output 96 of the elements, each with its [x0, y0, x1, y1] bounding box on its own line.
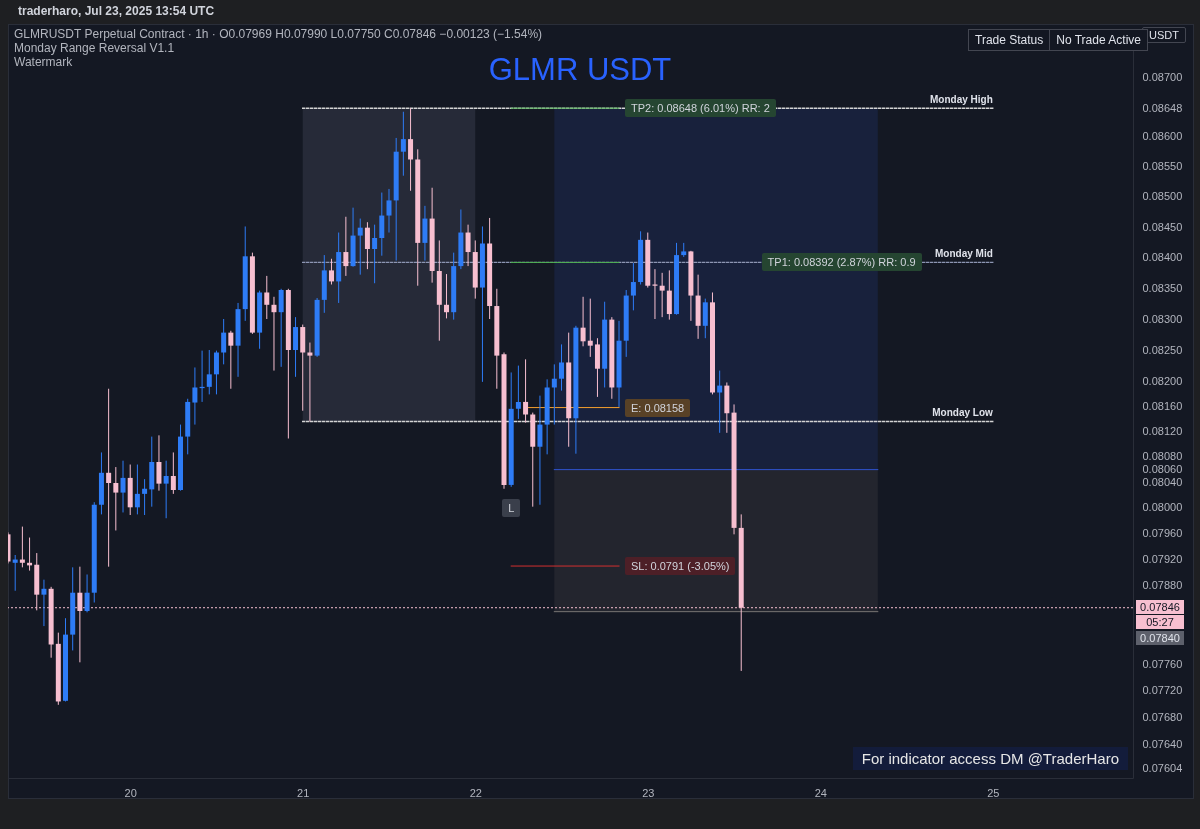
candlestick	[170, 451, 176, 495]
candlestick	[357, 218, 363, 276]
y-tick-label: 0.08250	[1142, 343, 1183, 356]
candlestick	[523, 358, 529, 424]
candlestick	[228, 330, 234, 390]
candlestick	[551, 363, 557, 426]
y-tick-label: 0.08350	[1142, 281, 1183, 294]
annotation: Watermark	[14, 55, 73, 69]
y-tick-label: 0.08200	[1142, 374, 1183, 387]
y-tick-label: 0.07604	[1142, 762, 1183, 775]
candlestick	[271, 296, 277, 372]
y-tick-label: 0.07760	[1142, 657, 1183, 670]
candlestick	[307, 342, 313, 422]
candlestick	[659, 272, 665, 318]
candlestick	[630, 262, 636, 311]
candlestick	[213, 350, 219, 395]
annotation: E: 0.08158	[625, 398, 691, 417]
candlestick	[106, 388, 112, 568]
text: Trade Status	[974, 32, 1045, 49]
chart-subtitle: GLMRUSDT Perpetual Contract · 1h · O0.07969 H0.07990 L0.07750 C0.07846 −0.00123 (−1.54%)	[14, 27, 543, 41]
candlestick	[120, 460, 126, 513]
candlestick	[465, 224, 471, 267]
x-tick-label: 22	[469, 786, 482, 799]
candlestick	[19, 526, 25, 568]
candlestick	[515, 365, 521, 420]
candlestick	[580, 296, 586, 347]
candlestick	[328, 258, 334, 285]
candlestick	[41, 579, 47, 627]
candlestick	[278, 288, 284, 368]
y-tick-label: 0.08040	[1142, 475, 1183, 488]
candlestick	[84, 573, 90, 613]
y-tick-label: 0.07680	[1142, 710, 1183, 723]
y-tick-label: 0.08120	[1142, 425, 1183, 438]
text: 0.07840	[1136, 630, 1184, 645]
candlestick	[386, 188, 392, 234]
ref-line-label: 0.07846	[1136, 599, 1184, 614]
candlestick	[221, 318, 227, 365]
candlestick	[559, 343, 565, 392]
candlestick	[537, 395, 543, 506]
candlestick	[652, 268, 658, 320]
text: No Trade Active	[1049, 30, 1147, 50]
annotation: Monday Range Reversal V1.1	[14, 41, 175, 55]
candlestick	[587, 298, 593, 358]
candlestick	[264, 275, 270, 320]
y-tick-label: 0.08400	[1142, 251, 1183, 264]
y-tick-label: 0.07640	[1142, 737, 1183, 750]
text: traderharo, Jul 23, 2025 13:54 UTC	[18, 4, 215, 18]
annotation: For indicator access DM @TraderHaro	[852, 747, 1128, 770]
candlestick	[163, 460, 169, 519]
y-tick-label: 0.08080	[1142, 450, 1183, 463]
text: 05:27	[1136, 614, 1184, 629]
y-tick-label: 0.08550	[1142, 160, 1183, 173]
x-tick-label: 24	[814, 786, 827, 799]
y-tick-label: 0.08450	[1142, 220, 1183, 233]
annotation: L	[502, 498, 521, 517]
candlestick	[408, 107, 414, 192]
annotation: TP1: 0.08392 (2.87%) RR: 0.9	[761, 253, 922, 272]
candlestick	[444, 273, 449, 319]
candlestick	[379, 192, 385, 257]
candlestick	[192, 366, 198, 426]
y-tick-label: 0.08160	[1142, 399, 1183, 412]
candlestick	[372, 224, 378, 284]
candlestick	[364, 221, 370, 270]
x-tick-label: 20	[124, 786, 137, 799]
x-tick-label: 25	[987, 786, 1000, 799]
candlestick	[12, 554, 18, 592]
annotation: TP2: 0.08648 (6.01%) RR: 2	[625, 99, 776, 118]
candlestick	[206, 349, 212, 395]
candlestick	[666, 269, 672, 321]
y-tick-label: 0.08060	[1142, 463, 1183, 476]
y-tick-label: 0.07920	[1142, 553, 1183, 566]
annotation: SL: 0.0791 (-3.05%)	[625, 557, 736, 576]
y-tick-label: 0.08500	[1142, 190, 1183, 203]
y-tick-label: 0.08300	[1142, 312, 1183, 325]
y-tick-label: 0.08600	[1142, 130, 1183, 143]
series-label: Monday Mid	[935, 248, 993, 260]
candlestick	[156, 434, 162, 492]
candlestick	[134, 464, 140, 515]
x-tick-label: 21	[297, 786, 310, 799]
y-tick-label: 0.08700	[1142, 70, 1183, 83]
series-label: Monday Low	[932, 407, 994, 419]
candlestick	[343, 216, 349, 277]
y-tick-label: 0.08000	[1142, 501, 1183, 514]
series-label: Monday High	[930, 94, 993, 106]
candlestick	[702, 298, 708, 339]
chart-title: GLMR USDT	[488, 52, 672, 88]
candlestick	[293, 316, 299, 378]
y-tick-label: 0.07960	[1142, 527, 1183, 540]
y-tick-label: 0.07880	[1142, 579, 1183, 592]
text: USDT	[1142, 27, 1186, 43]
candlestick	[142, 478, 148, 516]
candlestick	[400, 111, 406, 177]
y-tick-label: 0.07720	[1142, 684, 1183, 697]
x-tick-label: 23	[642, 786, 655, 799]
y-tick-label: 0.08648	[1142, 101, 1183, 114]
candlestick	[113, 466, 119, 531]
